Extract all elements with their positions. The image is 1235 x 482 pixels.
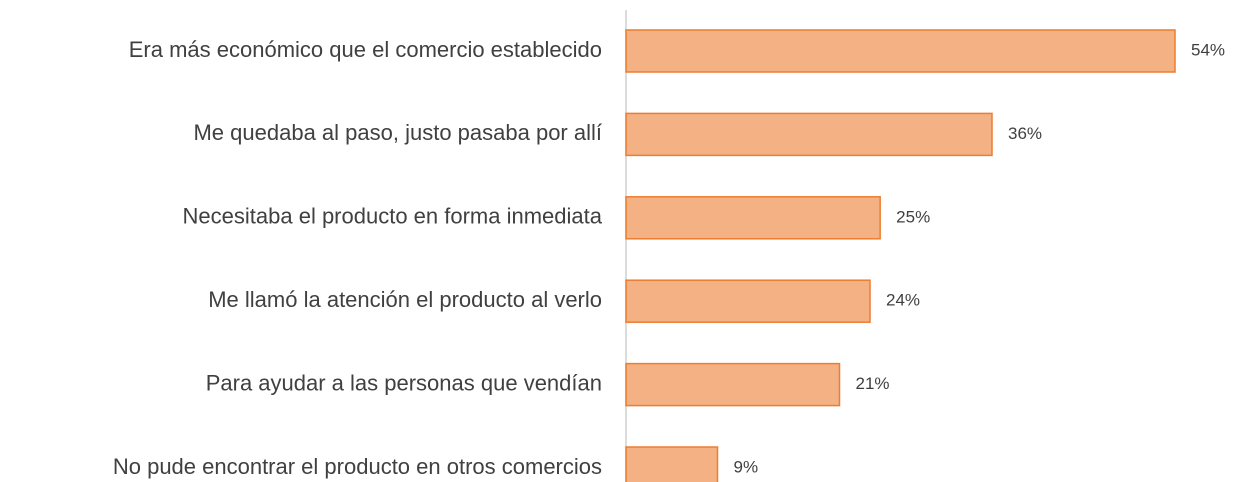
category-label: Para ayudar a las personas que vendían	[206, 370, 602, 395]
value-label: 25%	[896, 207, 930, 226]
value-label: 54%	[1191, 40, 1225, 59]
bar	[625, 29, 1176, 73]
value-label: 24%	[886, 291, 920, 310]
value-label: 9%	[734, 457, 759, 476]
category-label: Me quedaba al paso, justo pasaba por all…	[193, 120, 602, 145]
value-label: 21%	[856, 374, 890, 393]
category-label: Me llamó la atención el producto al verl…	[208, 287, 602, 312]
bar	[625, 112, 993, 157]
category-label: Era más económico que el comercio establ…	[129, 37, 602, 62]
bar	[625, 279, 871, 323]
value-label: 36%	[1008, 124, 1042, 143]
bar	[625, 196, 881, 240]
category-label: Necesitaba el producto en forma inmediat…	[183, 204, 603, 229]
category-label: No pude encontrar el producto en otros c…	[113, 454, 602, 479]
bar	[625, 362, 841, 407]
bar	[625, 446, 719, 482]
